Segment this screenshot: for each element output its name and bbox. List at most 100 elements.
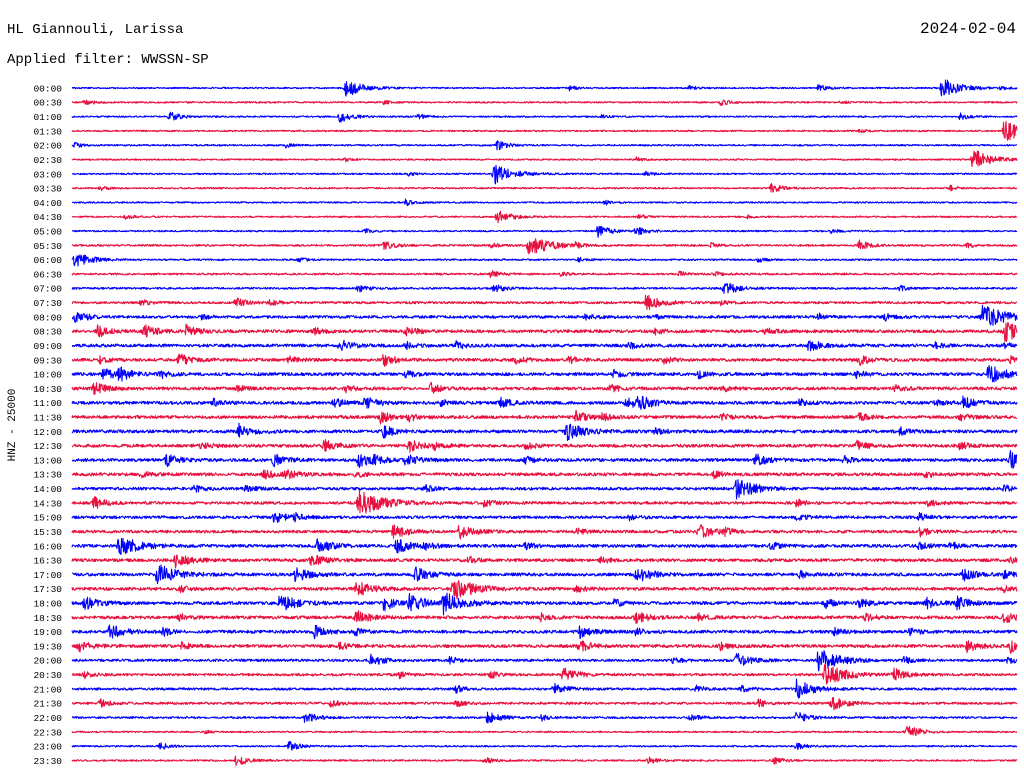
row-label-03-30: 03:30 xyxy=(33,184,62,195)
trace-12-00 xyxy=(71,422,1018,442)
row-label-07-30: 07:30 xyxy=(33,298,62,309)
row-label-21-30: 21:30 xyxy=(33,699,62,710)
trace-02-00 xyxy=(71,140,1018,151)
row-label-22-30: 22:30 xyxy=(33,727,62,738)
row-label-17-00: 17:00 xyxy=(33,570,62,581)
row-label-15-30: 15:30 xyxy=(33,527,62,538)
trace-07-00 xyxy=(71,282,1018,295)
trace-20-00 xyxy=(71,650,1018,672)
trace-03-00 xyxy=(71,164,1018,185)
trace-23-00 xyxy=(71,740,1018,751)
trace-05-00 xyxy=(71,225,1018,238)
trace-22-30 xyxy=(71,725,1018,737)
trace-14-30 xyxy=(71,490,1018,514)
row-labels: 00:00 00:30 01:00 01:30 02:00 02:30 03:00 03:30… xyxy=(33,83,62,767)
trace-06-00 xyxy=(71,254,1018,267)
row-label-16-00: 16:00 xyxy=(33,541,62,552)
row-label-23-00: 23:00 xyxy=(33,742,62,753)
row-label-06-30: 06:30 xyxy=(33,269,62,280)
row-label-15-00: 15:00 xyxy=(33,513,62,524)
trace-12-30 xyxy=(71,439,1018,453)
trace-05-30 xyxy=(71,238,1018,255)
trace-16-30 xyxy=(71,554,1018,569)
row-label-16-30: 16:30 xyxy=(33,556,62,567)
row-label-18-00: 18:00 xyxy=(33,599,62,610)
trace-17-30 xyxy=(71,580,1018,600)
row-label-00-30: 00:30 xyxy=(33,98,62,109)
trace-08-30 xyxy=(71,321,1018,342)
trace-09-00 xyxy=(71,339,1018,352)
row-label-23-30: 23:30 xyxy=(33,756,62,767)
row-label-01-30: 01:30 xyxy=(33,126,62,137)
row-label-08-00: 08:00 xyxy=(33,312,62,323)
trace-04-30 xyxy=(71,210,1018,224)
row-label-02-00: 02:00 xyxy=(33,141,62,152)
trace-14-00 xyxy=(71,479,1018,500)
row-label-17-30: 17:30 xyxy=(33,584,62,595)
trace-23-30 xyxy=(71,755,1018,767)
trace-10-30 xyxy=(71,381,1018,396)
row-label-13-00: 13:00 xyxy=(33,455,62,466)
row-label-00-00: 00:00 xyxy=(33,83,62,94)
trace-08-00 xyxy=(71,304,1018,326)
trace-20-30 xyxy=(71,663,1018,685)
trace-07-30 xyxy=(71,294,1018,311)
row-label-04-30: 04:30 xyxy=(33,212,62,223)
record-date: 2024-02-04 xyxy=(919,20,1016,38)
row-label-11-00: 11:00 xyxy=(33,398,62,409)
trace-16-00 xyxy=(71,537,1018,556)
row-label-09-00: 09:00 xyxy=(33,341,62,352)
trace-21-30 xyxy=(71,696,1018,711)
trace-22-00 xyxy=(71,711,1018,724)
row-label-20-30: 20:30 xyxy=(33,670,62,681)
trace-18-00 xyxy=(71,592,1018,616)
trace-11-00 xyxy=(71,395,1018,410)
row-label-05-00: 05:00 xyxy=(33,227,62,238)
trace-09-30 xyxy=(71,353,1018,367)
trace-21-00 xyxy=(71,678,1018,699)
row-label-11-30: 11:30 xyxy=(33,413,62,424)
filter-label: Applied filter: WWSSN-SP xyxy=(7,52,209,68)
trace-15-30 xyxy=(71,524,1018,540)
trace-00-30 xyxy=(71,99,1018,107)
row-label-03-00: 03:00 xyxy=(33,169,62,180)
row-label-14-30: 14:30 xyxy=(33,498,62,509)
row-label-02-30: 02:30 xyxy=(33,155,62,166)
row-label-22-00: 22:00 xyxy=(33,713,62,724)
trace-17-00 xyxy=(71,564,1018,585)
station-title: HL Giannouli, Larissa xyxy=(7,22,184,38)
trace-01-30 xyxy=(71,120,1018,141)
row-label-05-30: 05:30 xyxy=(33,241,62,252)
row-label-13-30: 13:30 xyxy=(33,470,62,481)
row-label-19-30: 19:30 xyxy=(33,641,62,652)
trace-13-00 xyxy=(71,449,1018,469)
trace-11-30 xyxy=(71,409,1018,425)
trace-00-00 xyxy=(71,79,1018,97)
row-label-06-00: 06:00 xyxy=(33,255,62,266)
trace-02-30 xyxy=(71,150,1018,168)
row-label-10-00: 10:00 xyxy=(33,370,62,381)
row-label-20-00: 20:00 xyxy=(33,656,62,667)
row-label-12-00: 12:00 xyxy=(33,427,62,438)
row-label-12-30: 12:30 xyxy=(33,441,62,452)
trace-01-00 xyxy=(71,111,1018,123)
row-label-08-30: 08:30 xyxy=(33,327,62,338)
row-label-01-00: 01:00 xyxy=(33,112,62,123)
row-label-21-00: 21:00 xyxy=(33,684,62,695)
trace-06-30 xyxy=(71,270,1018,279)
trace-19-00 xyxy=(71,624,1018,640)
trace-15-00 xyxy=(71,511,1018,524)
trace-10-00 xyxy=(71,365,1018,383)
y-axis-label: HNZ - 25000 xyxy=(7,389,19,462)
traces xyxy=(71,79,1018,767)
trace-19-30 xyxy=(71,640,1018,654)
row-label-18-30: 18:30 xyxy=(33,613,62,624)
row-label-14-00: 14:00 xyxy=(33,484,62,495)
row-label-07-00: 07:00 xyxy=(33,284,62,295)
trace-04-00 xyxy=(71,198,1018,207)
row-label-10-30: 10:30 xyxy=(33,384,62,395)
row-label-04-00: 04:00 xyxy=(33,198,62,209)
row-label-09-30: 09:30 xyxy=(33,355,62,366)
